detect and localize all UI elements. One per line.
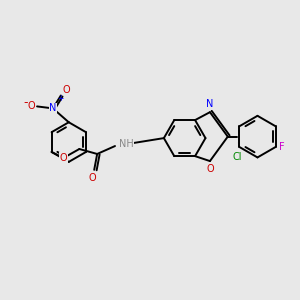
Text: NH: NH	[119, 139, 134, 149]
Text: N: N	[206, 99, 214, 109]
Text: O: O	[206, 164, 214, 174]
Text: O: O	[63, 85, 70, 94]
Text: O: O	[88, 173, 96, 183]
Text: +: +	[57, 94, 63, 103]
Text: O: O	[27, 101, 35, 111]
Text: -: -	[23, 96, 27, 109]
Text: O: O	[60, 153, 67, 163]
Text: F: F	[280, 142, 285, 152]
Text: Cl: Cl	[233, 152, 242, 162]
Text: N: N	[49, 103, 57, 113]
